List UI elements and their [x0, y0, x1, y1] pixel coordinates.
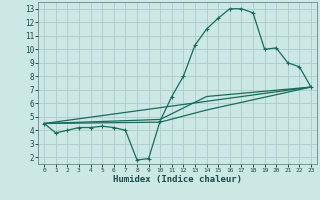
X-axis label: Humidex (Indice chaleur): Humidex (Indice chaleur): [113, 175, 242, 184]
